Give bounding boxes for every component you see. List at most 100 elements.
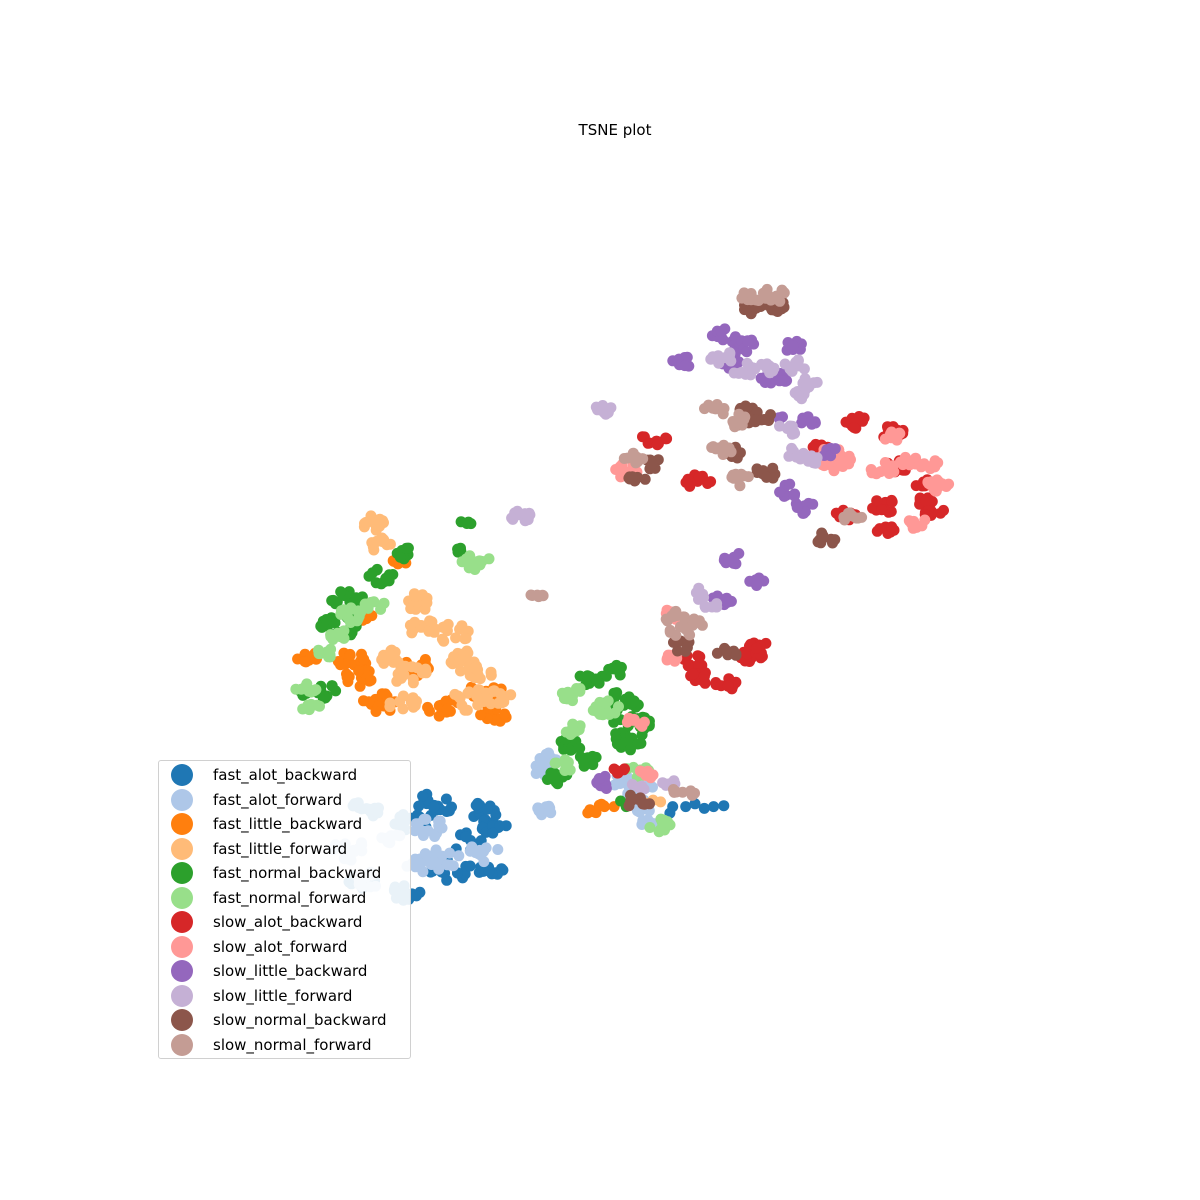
point-fast_little_backward [433,710,445,722]
point-slow_little_backward [759,377,771,388]
point-slow_normal_forward [727,469,739,481]
point-slow_little_backward [797,415,809,427]
legend-item-fast_alot_backward: fast_alot_backward [159,763,410,788]
point-fast_normal_forward [469,564,481,575]
point-fast_normal_forward [562,686,574,698]
point-fast_normal_backward [635,737,647,749]
point-fast_little_backward [582,807,594,819]
point-fast_normal_forward [313,644,324,656]
point-slow_little_backward [741,346,753,358]
point-slow_normal_backward [761,471,772,483]
point-fast_little_forward [421,592,433,604]
point-fast_normal_forward [290,683,302,695]
point-slow_normal_forward [531,589,543,601]
point-fast_normal_backward [542,774,553,785]
point-slow_little_forward [725,355,737,367]
point-fast_little_forward [438,635,450,647]
point-fast_normal_backward [320,614,332,625]
point-slow_normal_forward [707,402,719,414]
point-slow_normal_forward [770,293,782,305]
legend-label: slow_normal_backward [213,1011,387,1030]
point-fast_alot_forward [492,844,504,855]
point-fast_normal_backward [608,687,620,699]
point-fast_normal_backward [461,518,473,529]
point-fast_normal_forward [559,765,571,776]
point-slow_alot_backward [651,439,663,451]
legend-marker [171,788,193,811]
legend-label: slow_normal_forward [213,1035,372,1054]
point-fast_little_forward [360,517,372,528]
point-fast_normal_backward [574,742,586,754]
point-fast_normal_backward [329,617,341,629]
point-slow_alot_backward [750,642,762,654]
point-slow_little_backward [593,773,605,784]
point-fast_alot_backward [470,799,482,811]
point-fast_alot_backward [428,801,440,813]
point-slow_little_forward [596,405,608,417]
point-fast_normal_forward [573,685,585,697]
point-slow_little_forward [784,420,796,432]
point-slow_alot_forward [642,765,654,777]
point-slow_alot_backward [698,670,710,682]
point-slow_normal_forward [735,468,747,480]
point-fast_normal_forward [597,709,609,721]
point-fast_alot_forward [428,856,440,868]
point-fast_alot_forward [530,768,542,779]
point-fast_alot_backward [483,865,495,877]
point-fast_alot_forward [544,804,556,816]
point-slow_little_forward [699,600,711,612]
point-fast_alot_backward [689,798,701,810]
point-fast_little_forward [398,669,410,681]
point-slow_alot_forward [940,481,952,492]
point-fast_little_forward [496,697,507,709]
point-fast_normal_backward [625,744,636,756]
point-fast_alot_forward [532,802,544,814]
point-fast_alot_forward [433,820,445,831]
point-fast_normal_forward [314,700,325,712]
point-slow_little_forward [747,362,759,374]
point-slow_little_forward [792,390,804,402]
point-slow_little_forward [733,367,745,379]
legend-label: slow_little_forward [213,986,353,1005]
point-fast_little_backward [358,695,369,707]
point-fast_alot_backward [487,827,499,839]
point-fast_alot_backward [446,801,457,813]
point-slow_alot_backward [687,668,699,680]
point-slow_little_forward [710,600,722,612]
legend-label: fast_alot_forward [213,790,343,809]
point-slow_normal_forward [627,447,639,459]
point-fast_little_forward [459,704,471,716]
point-slow_normal_backward [646,458,658,470]
point-slow_alot_forward [888,466,900,478]
series-fast_little_backward [292,553,620,819]
point-slow_normal_forward [686,789,698,801]
legend-marker [171,911,193,934]
point-slow_little_forward [519,508,531,520]
point-fast_alot_backward [441,874,453,886]
point-fast_normal_forward [324,649,336,661]
series-slow_normal_backward [623,297,841,812]
point-fast_normal_forward [550,757,562,769]
point-slow_alot_forward [885,432,897,444]
legend-item-fast_normal_forward: fast_normal_forward [159,886,410,911]
point-slow_little_forward [657,777,669,789]
point-slow_alot_backward [848,422,860,433]
point-slow_normal_backward [711,647,723,659]
point-fast_little_forward [428,626,440,638]
point-fast_little_forward [472,664,484,676]
point-fast_alot_backward [494,820,505,832]
point-slow_little_backward [723,554,735,566]
point-slow_little_backward [715,326,727,338]
point-fast_normal_backward [614,669,626,681]
point-fast_alot_forward [453,850,465,862]
legend-marker [171,984,193,1007]
legend-label: fast_little_forward [213,839,348,858]
point-slow_alot_backward [693,471,705,483]
point-slow_normal_forward [713,442,725,454]
point-slow_normal_backward [672,645,683,657]
series-slow_alot_forward [610,426,955,784]
point-fast_little_forward [397,690,409,702]
point-slow_little_backward [829,443,841,455]
point-slow_little_backward [773,412,785,424]
legend-marker [171,886,193,909]
